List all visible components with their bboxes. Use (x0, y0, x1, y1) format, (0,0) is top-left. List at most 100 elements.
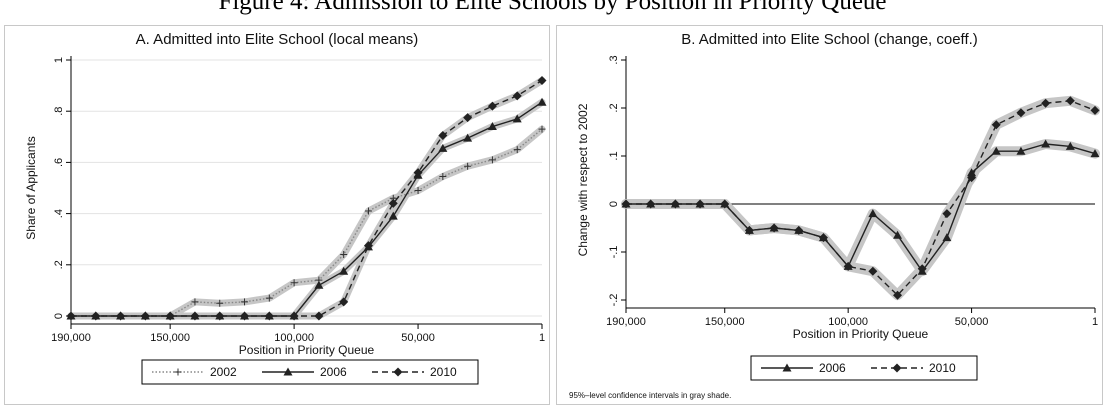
point-2010-12 (917, 264, 927, 274)
legend-label-2006: 2006 (320, 365, 347, 379)
point-2010-17 (487, 101, 497, 111)
point-2010-18 (1065, 96, 1075, 106)
point-2002-6 (216, 299, 224, 307)
legend-marker-1 (283, 367, 293, 376)
y-tick-label-4: .8 (53, 107, 65, 116)
point-2010-4 (165, 311, 175, 321)
point-2002-17 (488, 156, 496, 164)
point-2010-5 (190, 311, 200, 321)
panel-a-plot: A. Admitted into Elite School (local mea… (24, 31, 547, 385)
y-tick-label-2: .4 (53, 209, 65, 218)
point-2006-13 (942, 233, 952, 242)
point-2006-10 (314, 280, 324, 289)
point-2010-6 (215, 311, 225, 321)
legend-marker-2 (393, 367, 403, 377)
y-tick-label-3: .6 (53, 158, 65, 167)
point-2010-7 (240, 311, 250, 321)
legend-marker-1 (892, 363, 902, 373)
x-tick-label-4: 1 (539, 332, 545, 344)
legend-marker-0 (782, 363, 792, 372)
point-2002-11 (340, 251, 348, 259)
point-2010-18 (512, 91, 522, 101)
point-2006-15 (438, 143, 448, 152)
x-tick-label-2: 100,000 (274, 332, 314, 344)
legend-label-2010: 2010 (430, 365, 457, 379)
point-2002-15 (439, 172, 447, 180)
point-2010-16 (1016, 108, 1026, 118)
point-2006-19 (1090, 149, 1100, 158)
y-axis-label: Change with respect to 2002 (576, 103, 590, 256)
legend-label-2002: 2002 (210, 365, 237, 379)
y-tick-label-4: .2 (608, 103, 620, 112)
series-line-2010 (71, 79, 543, 317)
point-2002-7 (241, 298, 249, 306)
figure-title: Figure 4: Admission to Elite Schools by … (218, 0, 887, 15)
point-2002-5 (191, 298, 199, 306)
y-axis-label: Share of Applicants (24, 136, 38, 239)
series-markers-2010 (621, 96, 1100, 300)
point-2006-11 (893, 230, 903, 239)
legend-marker-0 (174, 368, 182, 376)
panel-b-chart: B. Admitted into Elite School (change, c… (556, 25, 1103, 405)
point-2006-16 (1016, 146, 1026, 155)
point-2010-10 (314, 311, 324, 321)
point-2010-11 (893, 290, 903, 300)
y-tick-label-1: .2 (53, 260, 65, 269)
point-2010-3 (140, 311, 150, 321)
point-2002-19 (538, 125, 546, 133)
point-2010-4 (720, 199, 730, 209)
point-2006-18 (512, 114, 522, 123)
point-2010-1 (646, 199, 656, 209)
point-2002-16 (464, 162, 472, 170)
point-2002-9 (290, 279, 298, 287)
x-tick-label-1: 150,000 (705, 316, 745, 328)
legend: 2002 2006 2010 (141, 359, 479, 385)
point-2006-15 (991, 146, 1001, 155)
point-2006-16 (463, 133, 473, 142)
x-tick-label-0: 190,000 (606, 316, 646, 328)
y-tick-label-1: -.1 (608, 246, 620, 259)
point-2010-9 (289, 311, 299, 321)
x-tick-label-3: 50,000 (955, 316, 989, 328)
point-2010-8 (818, 233, 828, 243)
point-2010-16 (463, 113, 473, 123)
point-2006-17 (487, 122, 497, 131)
point-2010-0 (66, 311, 76, 321)
point-2010-14 (967, 173, 977, 183)
point-2002-18 (513, 146, 521, 154)
x-tick-label-1: 150,000 (150, 332, 190, 344)
ci-band-2002 (67, 125, 546, 320)
legend: 2006 2010 (750, 355, 978, 381)
point-2002-14 (414, 187, 422, 195)
point-2006-10 (868, 209, 878, 218)
chart-title: A. Admitted into Elite School (local mea… (136, 31, 419, 48)
point-2010-9 (843, 261, 853, 271)
y-tick-label-0: -.2 (608, 294, 620, 307)
x-axis-label: Position in Priority Queue (239, 343, 375, 357)
point-2010-19 (1090, 105, 1100, 115)
series-markers-2006 (66, 97, 547, 320)
point-2010-2 (670, 199, 680, 209)
y-tick-label-5: .3 (608, 55, 620, 64)
point-2010-1 (91, 311, 101, 321)
point-2010-13 (942, 209, 952, 219)
point-2010-13 (388, 198, 398, 208)
y-tick-label-0: 0 (53, 313, 65, 319)
point-2010-2 (116, 311, 126, 321)
point-2006-17 (1041, 139, 1051, 148)
point-2010-11 (339, 297, 349, 307)
point-2010-14 (413, 168, 423, 178)
x-tick-label-0: 190,000 (51, 332, 91, 344)
legend-label-2010: 2010 (929, 361, 956, 375)
point-2010-15 (991, 120, 1001, 130)
series-line-2010 (626, 100, 1096, 296)
point-2010-0 (621, 199, 631, 209)
point-2002-8 (265, 294, 273, 302)
y-tick-label-5: 1 (53, 57, 65, 63)
point-2010-15 (438, 131, 448, 141)
point-2010-17 (1041, 98, 1051, 108)
point-2010-19 (537, 75, 547, 85)
point-2010-3 (695, 199, 705, 209)
point-2006-19 (537, 97, 547, 106)
point-2002-12 (364, 207, 372, 215)
